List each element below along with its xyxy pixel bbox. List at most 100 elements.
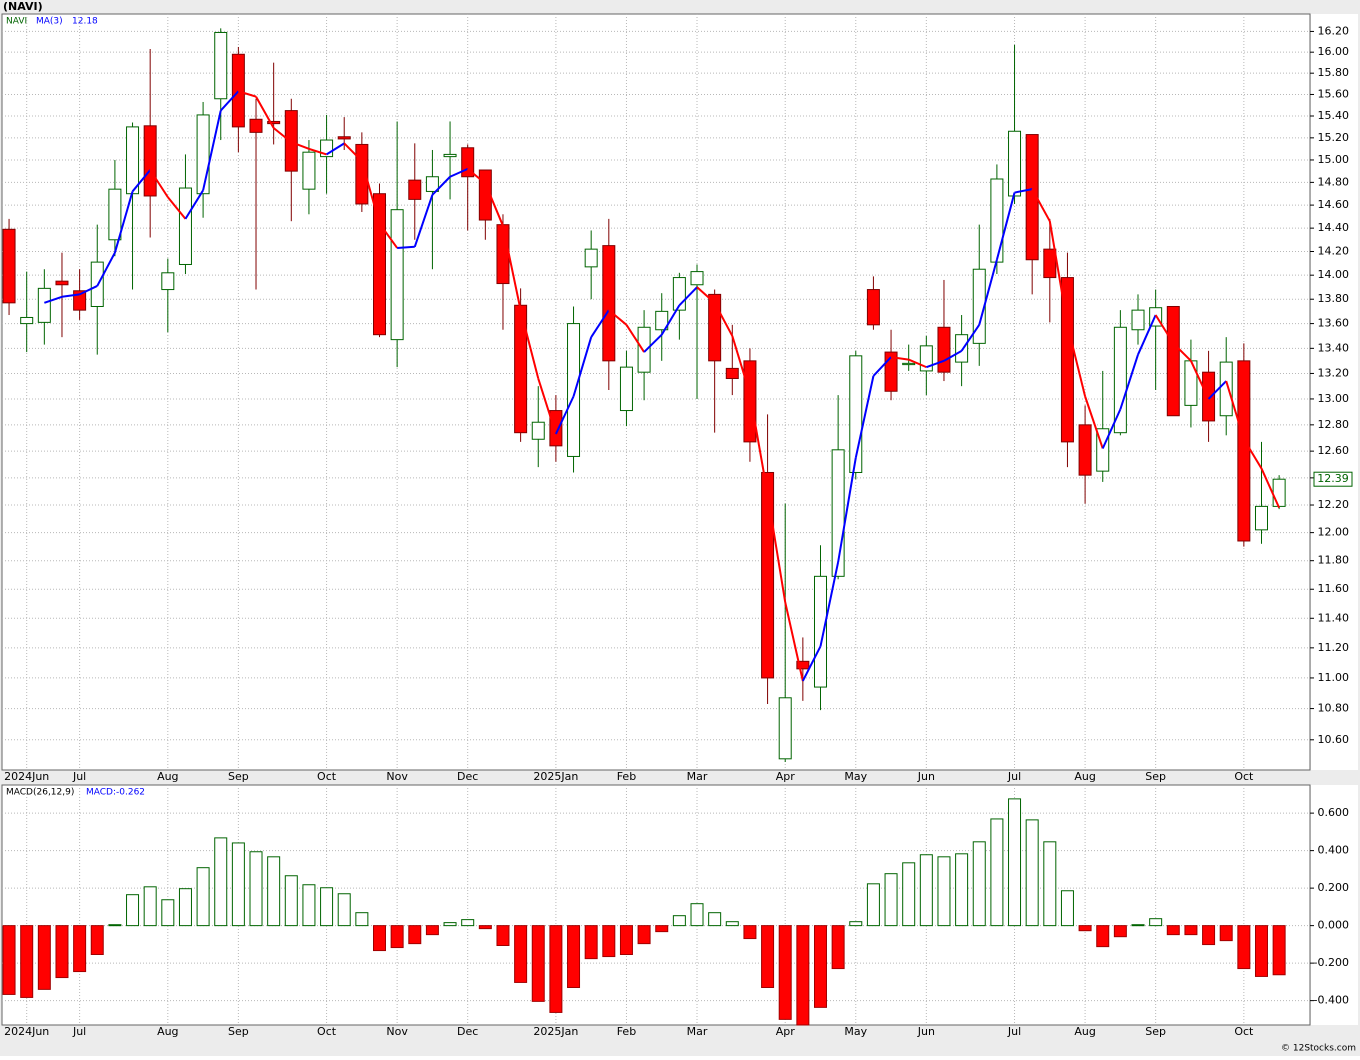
macd-axis	[1311, 785, 1358, 1025]
candle-body	[549, 410, 563, 447]
ma-line	[537, 378, 557, 435]
ma-line	[360, 160, 381, 224]
ma-line	[290, 141, 310, 150]
candle-body	[443, 153, 457, 158]
y-tick-label: 16.00	[1318, 45, 1350, 58]
macd-bar	[390, 925, 404, 949]
macd-bar	[1254, 925, 1268, 977]
x-tick-label: Mar	[687, 770, 708, 783]
ma-line	[1066, 324, 1087, 397]
ma-line	[449, 167, 469, 178]
y-tick-label: 14.20	[1318, 244, 1350, 257]
candle-body	[161, 272, 175, 291]
x-tick-label: Oct	[1234, 1025, 1254, 1038]
candle-body	[425, 176, 439, 192]
macd-bar	[196, 867, 210, 927]
candle-body	[725, 367, 739, 380]
macd-bar	[1166, 925, 1180, 936]
ma-line	[713, 302, 734, 337]
macd-bar	[161, 899, 175, 927]
macd-bar	[214, 837, 228, 927]
ma-line	[167, 196, 187, 220]
candle-body	[55, 280, 69, 286]
macd-bar	[90, 925, 104, 955]
ma-line	[131, 169, 151, 193]
ma-line	[854, 375, 875, 458]
ma-line	[149, 169, 169, 198]
y-tick-label: 15.00	[1318, 153, 1350, 166]
y-tick-label: -0.200	[1314, 956, 1349, 969]
candle-body	[196, 114, 210, 195]
ma-line	[837, 457, 857, 563]
macd-bar	[708, 912, 722, 927]
candle-body	[284, 110, 298, 172]
ma-line	[1101, 408, 1122, 449]
ma-line	[696, 286, 716, 304]
x-tick-label: Aug	[1074, 1025, 1095, 1038]
legend-ma: MA(3)	[36, 17, 63, 27]
candle-body	[302, 151, 316, 190]
ma-line	[378, 222, 398, 249]
macd-bar	[584, 925, 598, 960]
ma-line	[1084, 396, 1104, 449]
x-tick-label: Oct	[317, 1025, 337, 1038]
chart-title: (NAVI)	[3, 0, 43, 13]
y-tick-label: 14.60	[1318, 198, 1350, 211]
candle-body	[919, 345, 933, 372]
macd-bar	[637, 925, 651, 945]
macd-bar	[902, 862, 916, 927]
macd-bar	[549, 925, 563, 1013]
candle-body	[884, 351, 898, 392]
y-tick-label: 0.200	[1318, 881, 1350, 894]
candle-body	[337, 136, 351, 140]
ma-line	[184, 189, 204, 220]
macd-bar	[408, 925, 422, 945]
macd-bar	[355, 912, 369, 927]
macd-bar	[919, 854, 933, 927]
candle-body	[231, 53, 245, 128]
macd-bar	[690, 903, 704, 927]
x-tick-label: Oct	[1234, 770, 1254, 783]
candle-body	[990, 178, 1004, 263]
candle-body	[1202, 371, 1216, 422]
macd-bar	[372, 925, 386, 952]
ma-line	[590, 309, 610, 338]
ma-line	[397, 245, 415, 249]
macd-bar	[1096, 925, 1110, 948]
candle-body	[214, 31, 228, 100]
macd-bar	[1113, 925, 1127, 938]
macd-bar	[478, 925, 492, 930]
candle-body	[619, 366, 633, 412]
candle-body	[1008, 130, 1022, 197]
macd-bar	[20, 925, 34, 998]
candle-body	[267, 120, 281, 125]
ma-line	[1048, 221, 1069, 325]
x-tick-label: Dec	[457, 1025, 478, 1038]
macd-readout: MACD:-0.262	[86, 788, 145, 798]
x-tick-label: 2025Jan	[533, 1025, 578, 1038]
macd-bar	[1272, 925, 1286, 976]
macd-bar	[108, 924, 122, 927]
candle-body	[955, 334, 969, 363]
candle-body	[249, 118, 263, 133]
macd-bar	[425, 925, 439, 936]
macd-bar	[1131, 924, 1145, 927]
candle-body	[20, 316, 34, 325]
ma-line	[819, 561, 840, 647]
macd-bar	[37, 925, 51, 990]
macd-bar	[884, 873, 898, 927]
y-tick-label: 11.40	[1318, 611, 1350, 624]
macd-bar	[143, 886, 157, 927]
macd-bar	[496, 925, 510, 946]
candle-body	[655, 310, 669, 331]
ma-line	[501, 225, 522, 311]
macd-bar	[73, 925, 87, 973]
candle-body	[902, 362, 916, 366]
ma-line	[1190, 360, 1210, 400]
last-price-box	[1313, 471, 1353, 487]
ma-line	[1172, 342, 1192, 362]
candle-body	[1113, 326, 1127, 434]
y-tick-label: 13.80	[1318, 292, 1350, 305]
x-tick-label: 2024Jun	[4, 770, 49, 783]
macd-bar	[1219, 925, 1233, 942]
